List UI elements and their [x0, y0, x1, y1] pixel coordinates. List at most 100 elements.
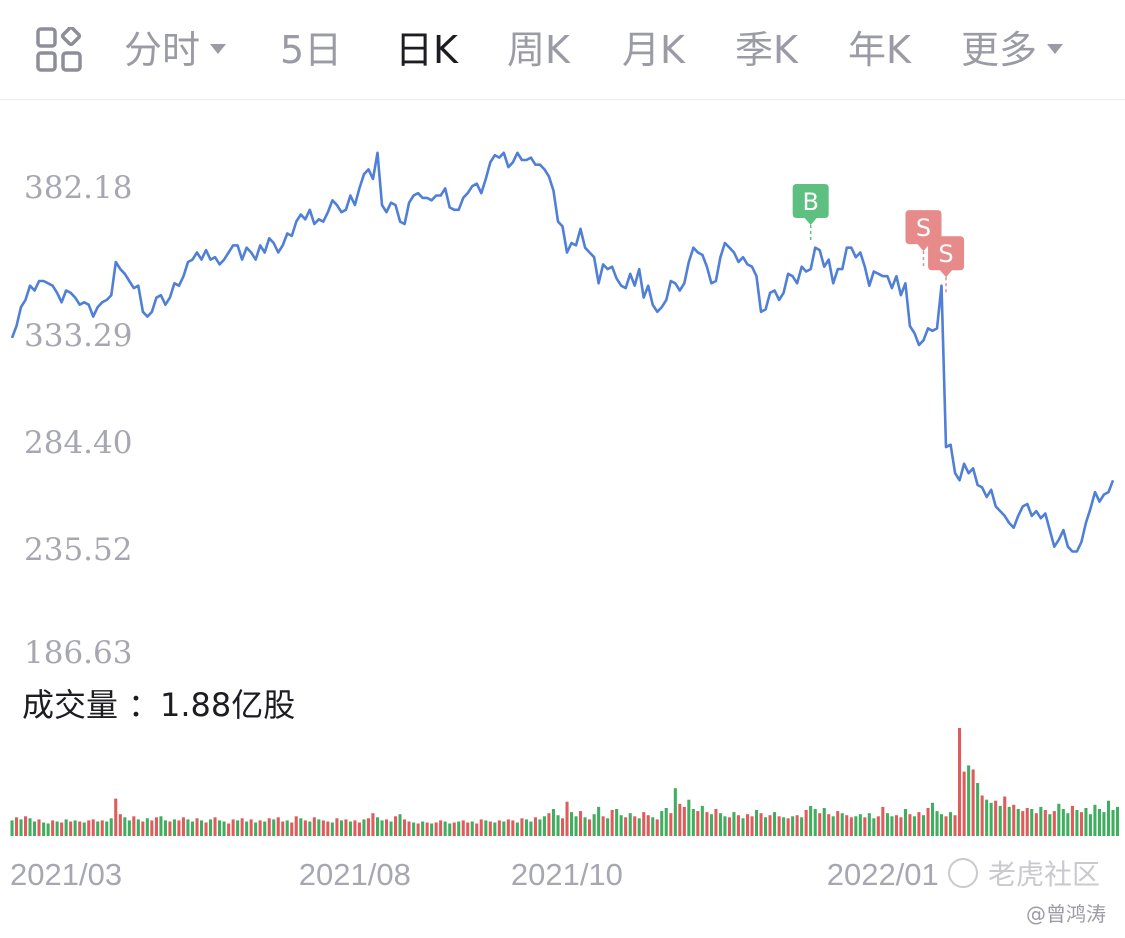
volume-bar: [366, 818, 370, 836]
volume-bar: [425, 822, 429, 836]
volume-bar: [452, 822, 456, 836]
volume-bar: [597, 806, 601, 836]
tab-1[interactable]: 5日: [280, 22, 342, 78]
volume-bar: [714, 809, 718, 836]
volume-bar: [150, 820, 154, 836]
volume-bar: [727, 817, 731, 836]
volume-bar: [186, 819, 190, 836]
volume-bar: [46, 823, 50, 836]
volume-bar: [610, 810, 614, 836]
volume-bar: [840, 813, 844, 836]
volume-bar: [213, 817, 217, 836]
volume-bar: [362, 819, 366, 836]
y-tick: 382.18: [24, 170, 133, 206]
volume-bar: [330, 822, 334, 836]
volume-bar: [660, 811, 664, 836]
volume-bar: [118, 814, 122, 836]
volume-value: ：1.88亿股: [128, 686, 296, 724]
volume-bar: [276, 817, 280, 836]
volume-bar: [1070, 805, 1074, 836]
volume-bar: [561, 818, 565, 836]
volume-bar: [601, 816, 605, 836]
volume-bar: [1052, 811, 1056, 836]
tab-2[interactable]: 日K: [395, 22, 458, 78]
x-tick: 2022/01: [826, 857, 939, 892]
volume-bar: [515, 822, 519, 836]
volume-bar: [389, 821, 393, 836]
tab-6[interactable]: 年K: [848, 22, 911, 78]
volume-bar: [272, 819, 276, 836]
volume-bar: [813, 809, 817, 836]
volume-bar: [579, 811, 583, 836]
volume-bar: [430, 823, 434, 836]
volume-bar: [204, 822, 208, 836]
y-tick: 235.52: [24, 532, 133, 568]
volume-bar: [1043, 810, 1047, 836]
volume-bar: [953, 815, 957, 836]
volume-bar: [687, 799, 691, 836]
tab-4[interactable]: 月K: [622, 22, 685, 78]
volume-bar: [1066, 813, 1070, 836]
volume-bar: [96, 821, 100, 836]
volume-bar: [200, 820, 204, 836]
volume-bar: [191, 821, 195, 836]
volume-bar: [705, 812, 709, 836]
volume-bar: [606, 818, 610, 836]
volume-bar: [317, 819, 321, 836]
volume-bar: [791, 816, 795, 836]
volume-bar: [285, 820, 289, 836]
volume-bar: [845, 815, 849, 836]
buy-marker[interactable]: B: [792, 184, 829, 242]
volume-bar: [321, 820, 325, 836]
volume-bar: [782, 817, 786, 836]
volume-bar: [628, 813, 632, 836]
volume-bar: [339, 820, 343, 836]
volume-bar: [335, 818, 339, 836]
tab-5[interactable]: 季K: [735, 22, 798, 78]
x-tick: 2021/10: [510, 857, 623, 892]
sell-marker[interactable]: S: [928, 236, 965, 294]
volume-bar: [949, 812, 953, 836]
volume-bar: [91, 819, 95, 836]
volume-bar: [434, 822, 438, 836]
volume-bar: [236, 820, 240, 836]
volume-bar: [1003, 796, 1007, 836]
volume-bar: [159, 816, 163, 836]
volume-bar: [998, 805, 1002, 836]
volume-bar: [258, 820, 262, 836]
volume-bar: [443, 821, 447, 836]
volume-bar: [1097, 809, 1101, 836]
volume-bar: [849, 817, 853, 836]
volume-bar: [1116, 806, 1120, 836]
volume-readout: 成交量 ：1.88亿股: [22, 683, 295, 727]
volume-bar: [73, 820, 77, 836]
volume-bar: [1079, 812, 1083, 836]
volume-bar: [642, 812, 646, 836]
volume-bar: [917, 812, 921, 836]
volume-bar: [1030, 809, 1034, 836]
volume-bar: [664, 808, 668, 836]
watermark-brand: 老虎社区: [988, 858, 1101, 891]
volume-bar: [326, 821, 330, 836]
volume-bar: [818, 813, 822, 836]
volume-bar: [867, 813, 871, 836]
volume-bar: [1034, 813, 1038, 836]
tab-0[interactable]: 分时: [124, 22, 227, 78]
volume-bar: [935, 811, 939, 836]
volume-bar: [87, 820, 91, 836]
volume-bar: [398, 814, 402, 836]
volume-bar: [854, 816, 858, 836]
volume-bar: [82, 822, 86, 836]
tab-7[interactable]: 更多: [961, 22, 1064, 78]
volume-bar: [299, 818, 303, 836]
grid-layout-icon[interactable]: [36, 27, 84, 73]
tab-3[interactable]: 周K: [507, 22, 570, 78]
volume-bar: [497, 820, 501, 836]
volume-bar: [547, 813, 551, 836]
volume-bar: [28, 818, 32, 836]
volume-bar: [940, 814, 944, 836]
volume-bar: [971, 769, 975, 836]
tab-label: 周K: [507, 28, 570, 72]
tab-label: 月K: [622, 28, 685, 72]
